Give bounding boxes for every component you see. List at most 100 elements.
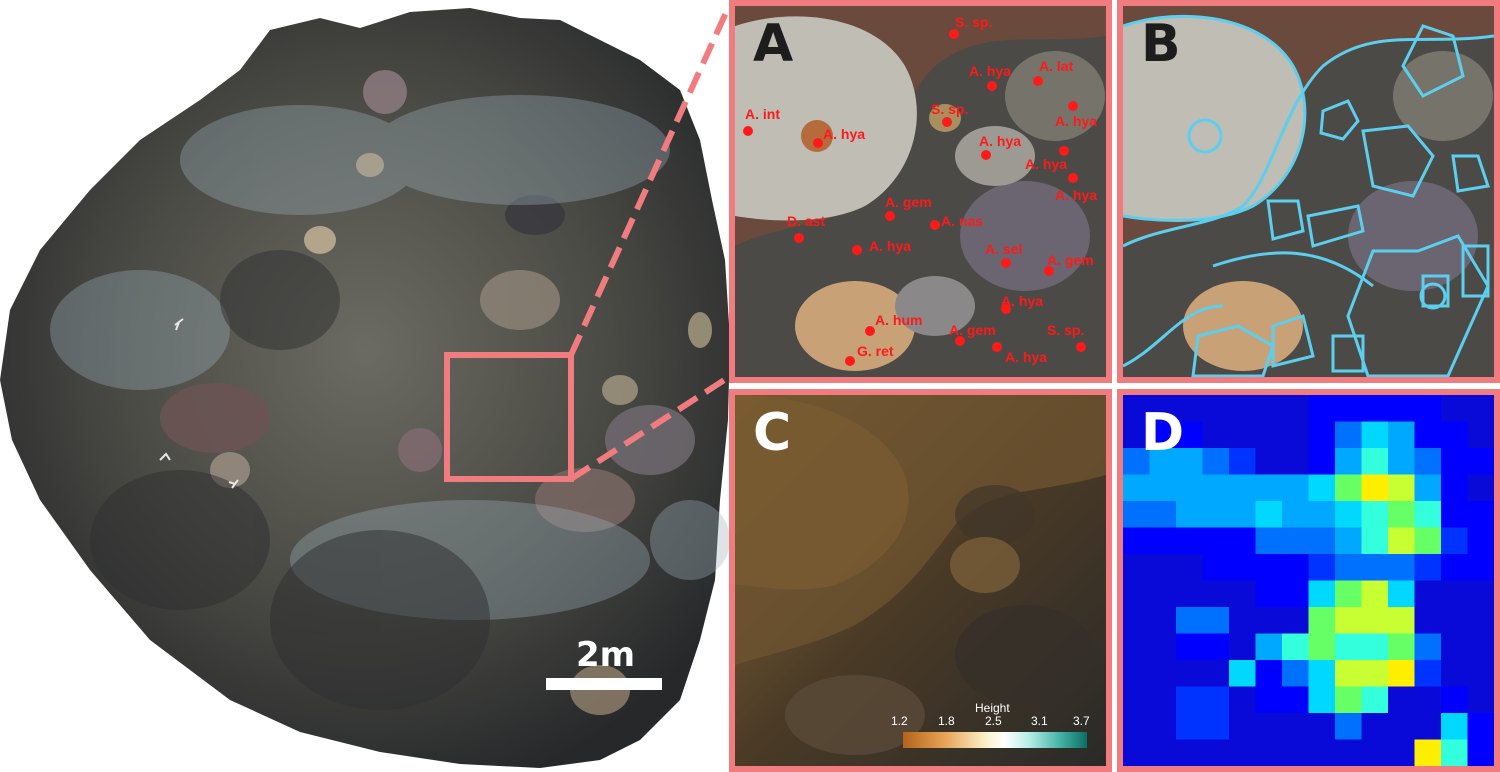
panel-letter-a: A xyxy=(753,14,794,74)
species-label: A. gem xyxy=(885,194,932,210)
species-label: A. lat xyxy=(1039,58,1074,74)
heatmap-cell xyxy=(1123,474,1150,502)
heatmap-cell xyxy=(1176,474,1203,502)
heatmap-cell xyxy=(1176,660,1203,687)
heatmap-cell xyxy=(1361,448,1389,475)
heatmap-cell xyxy=(1282,607,1309,634)
heatmap-cell xyxy=(1229,474,1256,502)
heatmap-cell xyxy=(1361,686,1389,714)
heatmap-cell xyxy=(1308,580,1336,608)
panel-c-image xyxy=(735,395,1106,766)
heatmap-cell xyxy=(1388,633,1415,661)
heatmap-cell xyxy=(1282,527,1309,555)
heatmap-cell xyxy=(1255,660,1283,687)
heatmap-cell xyxy=(1282,395,1309,422)
heatmap-cell xyxy=(1229,421,1256,449)
heatmap-cell xyxy=(1441,501,1468,528)
heatmap-cell xyxy=(1255,474,1283,502)
heatmap-cell xyxy=(1282,633,1309,661)
heatmap-cell xyxy=(1388,448,1415,475)
heatmap-cell xyxy=(1308,633,1336,661)
heatmap-cell xyxy=(1361,395,1389,422)
heatmap-cell xyxy=(1308,527,1336,555)
panel-b-image xyxy=(1123,6,1494,377)
heatmap-cell xyxy=(1467,713,1494,740)
heatmap-cell xyxy=(1308,395,1336,422)
heatmap-cell xyxy=(1123,527,1150,555)
heatmap-cell xyxy=(1467,421,1494,449)
species-marker xyxy=(942,117,952,127)
heatmap-cell xyxy=(1149,554,1177,581)
heatmap-cell xyxy=(1282,660,1309,687)
heatmap-cell xyxy=(1202,527,1230,555)
height-colorbar xyxy=(903,732,1087,748)
heatmap-cell xyxy=(1255,633,1283,661)
panel-letter-c: C xyxy=(753,403,792,463)
heatmap-cell xyxy=(1467,474,1494,502)
panel-a-image xyxy=(735,6,1106,377)
heatmap-cell xyxy=(1255,501,1283,528)
heatmap-cell xyxy=(1441,527,1468,555)
heatmap-cell xyxy=(1308,660,1336,687)
heatmap-cell xyxy=(1308,421,1336,449)
heatmap-cell xyxy=(1229,448,1256,475)
heatmap-cell xyxy=(1388,554,1415,581)
heatmap-cell xyxy=(1388,713,1415,740)
heatmap-cell xyxy=(1229,607,1256,634)
panel-letter-d: D xyxy=(1141,403,1185,463)
heatmap-cell xyxy=(1202,686,1230,714)
heatmap-cell xyxy=(1361,501,1389,528)
heatmap-cell xyxy=(1202,421,1230,449)
heatmap-cell xyxy=(1308,474,1336,502)
heatmap-cell xyxy=(1414,421,1442,449)
heatmap-cell xyxy=(1149,395,1177,422)
species-marker xyxy=(1001,258,1011,268)
heatmap-cell xyxy=(1282,554,1309,581)
panel-d-heatmap xyxy=(1123,395,1494,766)
species-label: A. hya xyxy=(1005,349,1048,365)
heatmap-cell xyxy=(1361,607,1389,634)
heatmap-cell xyxy=(1441,474,1468,502)
heatmap-cell xyxy=(1414,474,1442,502)
heatmap-cell xyxy=(1308,501,1336,528)
heatmap-cell xyxy=(1149,739,1177,766)
heatmap-cell xyxy=(1229,739,1256,766)
heatmap-cell xyxy=(1361,421,1389,449)
reef-orthomosaic xyxy=(0,4,730,768)
heatmap-cell xyxy=(1176,633,1203,661)
heatmap-cell xyxy=(1123,421,1150,449)
heatmap-cell xyxy=(1149,633,1177,661)
heatmap-cell xyxy=(1229,527,1256,555)
heatmap-cell xyxy=(1255,713,1283,740)
species-label: S. sp. xyxy=(1047,322,1085,338)
heatmap-cell xyxy=(1202,607,1230,634)
heatmap-cell xyxy=(1149,580,1177,608)
heatmap-cell xyxy=(1361,633,1389,661)
heatmap-cell xyxy=(1335,713,1362,740)
heatmap-cell xyxy=(1335,686,1362,714)
heatmap-cell xyxy=(1176,580,1203,608)
heatmap-cell xyxy=(1176,501,1203,528)
heatmap-cell xyxy=(1467,554,1494,581)
species-label: A. hya xyxy=(979,133,1022,149)
heatmap-cell xyxy=(1149,474,1177,502)
heatmap-cell xyxy=(1229,501,1256,528)
heatmap-cell xyxy=(1282,580,1309,608)
species-label: A. hya xyxy=(869,238,912,254)
species-marker xyxy=(1033,76,1043,86)
heatmap-cell xyxy=(1202,448,1230,475)
heatmap-cell xyxy=(1255,739,1283,766)
species-marker xyxy=(865,326,875,336)
heatmap-cell xyxy=(1282,421,1309,449)
heatmap-cell xyxy=(1441,554,1468,581)
heatmap-cell xyxy=(1176,686,1203,714)
heatmap-cell xyxy=(1414,395,1442,422)
heatmap-cell xyxy=(1467,633,1494,661)
height-legend-title: Height xyxy=(975,701,1010,715)
heatmap-cell xyxy=(1176,395,1203,422)
species-marker xyxy=(1068,101,1078,111)
species-marker xyxy=(1076,342,1086,352)
heatmap-cell xyxy=(1176,607,1203,634)
species-label: D. ast xyxy=(787,213,826,229)
heatmap-cell xyxy=(1388,527,1415,555)
